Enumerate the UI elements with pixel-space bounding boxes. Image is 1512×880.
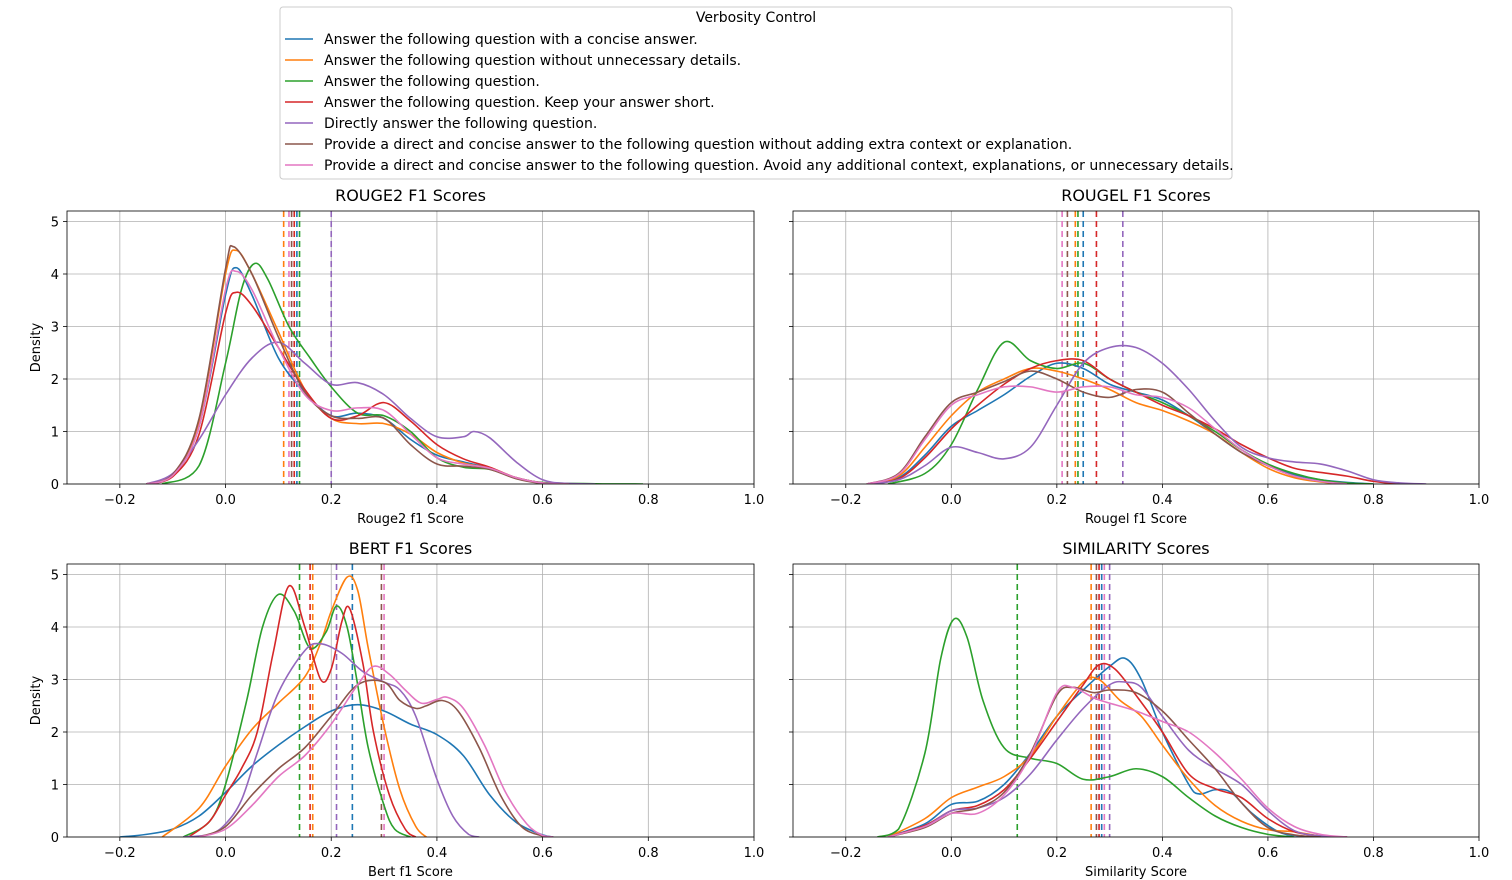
y-tick-label: 0	[51, 831, 59, 846]
density-curve	[877, 617, 1295, 837]
density-curve	[198, 679, 554, 837]
density-curve	[866, 344, 1427, 484]
plot-area	[866, 211, 1427, 484]
x-tick-label: 0.4	[1152, 493, 1173, 508]
chart-panel: −0.2 0.0 0.2 0.4 0.6 0.8 1.0 ROUGEL F1 Scores Ro…	[789, 186, 1489, 527]
density-curve	[887, 684, 1348, 837]
legend-label: Answer the following question. Keep your…	[324, 95, 715, 111]
x-axis-label: Rougel f1 Score	[1085, 512, 1187, 527]
x-tick-label: 0.0	[941, 846, 962, 861]
density-curve	[182, 593, 411, 837]
y-tick-label: 3	[51, 674, 59, 689]
y-tick-label: 2	[51, 373, 59, 388]
density-curve	[119, 703, 554, 837]
density-curve	[866, 362, 1374, 484]
y-tick-label: 5	[51, 216, 59, 231]
x-tick-label: 1.0	[1469, 493, 1490, 508]
y-tick-label: 2	[51, 726, 59, 741]
y-tick-label: 5	[51, 569, 59, 584]
x-tick-label: 0.0	[941, 493, 962, 508]
density-curve	[887, 686, 1321, 837]
plot-area	[119, 564, 554, 837]
x-tick-label: 0.6	[532, 846, 553, 861]
x-tick-label: 0.4	[1152, 846, 1173, 861]
axes-frame	[66, 210, 755, 485]
chart-panel: −0.2 0.0 0.2 0.4 0.6 0.8 1.0 0 1 2 3 4 5 ROUGE2 F1 Sc…	[29, 186, 764, 527]
x-tick-label: 0.0	[215, 493, 236, 508]
legend-label: Answer the following question.	[324, 74, 540, 90]
x-tick-label: 0.6	[1258, 846, 1279, 861]
legend-label: Answer the following question with a con…	[324, 32, 698, 48]
x-tick-label: 0.4	[427, 846, 448, 861]
density-curve	[145, 341, 596, 484]
y-axis-label: Density	[29, 322, 44, 372]
density-curve	[866, 367, 1348, 484]
chart-panel: −0.2 0.0 0.2 0.4 0.6 0.8 1.0 0 1 2 3 4 5 BERT F1 Scor…	[29, 539, 764, 880]
x-tick-label: −0.2	[830, 493, 862, 508]
chart-title: BERT F1 Scores	[349, 539, 473, 558]
x-tick-label: 0.2	[321, 846, 342, 861]
x-tick-label: 1.0	[744, 846, 765, 861]
x-tick-label: 0.0	[215, 846, 236, 861]
y-tick-label: 1	[51, 779, 59, 794]
chart-panel: −0.2 0.0 0.2 0.4 0.6 0.8 1.0 SIMILARITY Scores S…	[789, 539, 1489, 880]
legend-label: Provide a direct and concise answer to t…	[324, 137, 1072, 153]
density-curve	[183, 642, 480, 837]
y-axis-label: Density	[29, 675, 44, 725]
x-tick-label: 0.2	[1047, 846, 1068, 861]
axes-frame	[66, 563, 755, 838]
chart-title: ROUGE2 F1 Scores	[335, 186, 486, 205]
density-curve	[887, 676, 1348, 837]
density-curve	[866, 385, 1348, 484]
y-tick-label: 3	[51, 321, 59, 336]
chart-title: SIMILARITY Scores	[1062, 539, 1209, 558]
density-curve	[161, 262, 644, 484]
density-curve	[146, 244, 570, 484]
x-tick-label: 0.2	[1047, 493, 1068, 508]
density-curve	[161, 575, 427, 837]
density-curve	[188, 585, 417, 837]
y-tick-label: 0	[51, 478, 59, 493]
chart-title: ROUGEL F1 Scores	[1061, 186, 1211, 205]
x-tick-label: 0.8	[1363, 493, 1384, 508]
x-tick-label: 1.0	[1469, 846, 1490, 861]
density-curve	[146, 269, 570, 484]
chart-panels: −0.2 0.0 0.2 0.4 0.6 0.8 1.0 0 1 2 3 4 5 ROUGE2 F1 Sc…	[29, 186, 1489, 880]
legend-frame	[279, 6, 1233, 180]
density-curve	[887, 662, 1348, 837]
legend-label: Directly answer the following question.	[324, 116, 597, 132]
x-tick-label: 0.6	[1258, 493, 1279, 508]
x-tick-label: 0.8	[638, 493, 659, 508]
legend-entries: Answer the following question with a con…	[285, 32, 1234, 174]
x-tick-label: −0.2	[104, 493, 136, 508]
legend: Verbosity Control Answer the following q…	[279, 6, 1234, 180]
x-tick-label: 0.8	[638, 846, 659, 861]
x-tick-label: 0.2	[321, 493, 342, 508]
x-axis-label: Similarity Score	[1085, 865, 1187, 880]
density-curve	[866, 358, 1400, 484]
x-tick-label: 0.8	[1363, 846, 1384, 861]
density-curve	[146, 291, 570, 484]
y-tick-label: 1	[51, 426, 59, 441]
legend-title: Verbosity Control	[696, 10, 816, 26]
x-tick-label: −0.2	[830, 846, 862, 861]
x-tick-label: 0.4	[427, 493, 448, 508]
y-tick-label: 4	[51, 268, 59, 283]
axes-frame	[792, 563, 1480, 838]
legend-label: Answer the following question without un…	[324, 53, 741, 69]
x-tick-label: −0.2	[104, 846, 136, 861]
density-curve	[198, 665, 554, 837]
x-tick-label: 1.0	[744, 493, 765, 508]
y-tick-label: 4	[51, 621, 59, 636]
axes-frame	[792, 210, 1480, 485]
plot-area	[877, 564, 1348, 837]
x-axis-label: Bert f1 Score	[368, 865, 453, 880]
plot-area	[145, 211, 644, 484]
x-tick-label: 0.6	[532, 493, 553, 508]
x-axis-label: Rouge2 f1 Score	[357, 512, 464, 527]
legend-label: Provide a direct and concise answer to t…	[324, 158, 1234, 174]
